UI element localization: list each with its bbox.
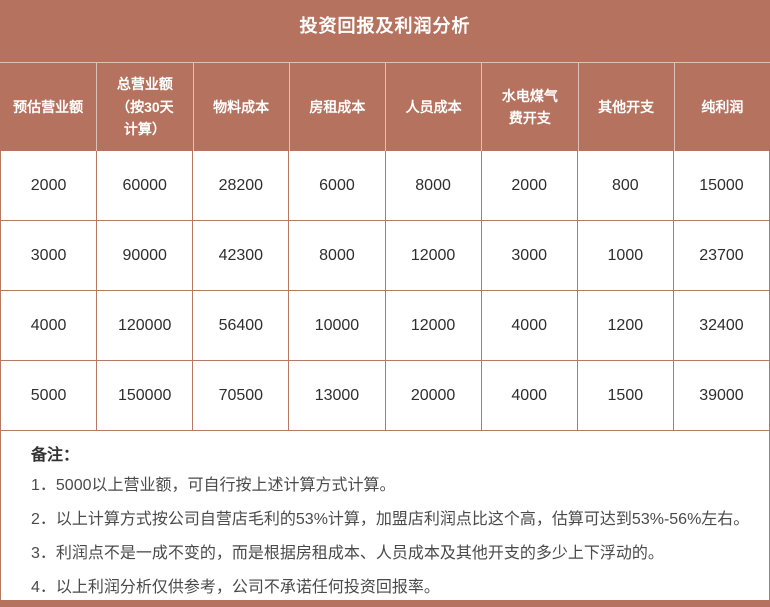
table-cell: 1200 (577, 291, 674, 361)
table-cell: 39000 (673, 361, 770, 431)
table-cell: 32400 (673, 291, 770, 361)
table-cell: 4000 (481, 291, 578, 361)
column-header-net-profit: 纯利润 (673, 63, 770, 151)
table-cell: 150000 (97, 361, 194, 431)
table-cell: 3000 (1, 221, 98, 291)
table-cell: 42300 (193, 221, 290, 291)
table-body: 2000 60000 28200 6000 8000 2000 800 1500… (0, 151, 770, 431)
table-cell: 20000 (385, 361, 482, 431)
notes-heading: 备注： (31, 447, 80, 464)
table-cell: 70500 (193, 361, 290, 431)
note-item: 2．以上计算方式按公司自营店毛利的53%计算，加盟店利润点比这个高，估算可达到5… (31, 511, 750, 528)
column-header-other-expenses: 其他开支 (577, 63, 674, 151)
table-cell: 2000 (481, 151, 578, 221)
table-cell: 8000 (289, 221, 386, 291)
note-item: 3．利润点不是一成不变的，而是根据房租成本、人员成本及其他开支的多少上下浮动的。 (31, 545, 664, 562)
table-cell: 4000 (481, 361, 578, 431)
table-cell: 800 (577, 151, 674, 221)
notes-section: 备注： 1．5000以上营业额，可自行按上述计算方式计算。 2．以上计算方式按公… (0, 431, 770, 600)
page-title: 投资回报及利润分析 (0, 0, 770, 62)
table-cell: 60000 (97, 151, 194, 221)
column-header-staff-cost: 人员成本 (385, 63, 481, 151)
table-cell: 3000 (481, 221, 578, 291)
table-cell: 56400 (193, 291, 290, 361)
table-cell: 5000 (1, 361, 98, 431)
column-header-rent-cost: 房租成本 (288, 63, 385, 151)
table-cell: 4000 (1, 291, 98, 361)
table-cell: 13000 (289, 361, 386, 431)
table-cell: 2000 (1, 151, 98, 221)
table-cell: 10000 (289, 291, 386, 361)
column-header-estimated-revenue: 预估营业额 (13, 98, 84, 115)
note-item: 4．以上利润分析仅供参考，公司不承诺任何投资回报率。 (31, 579, 440, 596)
table-header-row: 预估营业额 总营业额 （按30天 计算） 物料成本 房租成本 人员成本 水电煤气… (0, 62, 770, 151)
table-cell: 1000 (577, 221, 674, 291)
table-cell: 12000 (385, 221, 482, 291)
table-cell: 120000 (97, 291, 194, 361)
table-cell: 15000 (673, 151, 770, 221)
column-header-utilities-cost: 水电煤气 费开支 (481, 63, 577, 151)
bottom-accent-bar (0, 600, 770, 607)
table-cell: 90000 (97, 221, 194, 291)
table-cell: 28200 (193, 151, 290, 221)
note-item: 1．5000以上营业额，可自行按上述计算方式计算。 (31, 477, 396, 494)
table-cell: 8000 (385, 151, 482, 221)
table-cell: 1500 (577, 361, 674, 431)
table-cell: 6000 (289, 151, 386, 221)
column-header-total-revenue: 总营业额 （按30天 计算） (96, 63, 192, 151)
table-cell: 12000 (385, 291, 482, 361)
column-header-material-cost: 物料成本 (192, 63, 289, 151)
table-cell: 23700 (673, 221, 770, 291)
